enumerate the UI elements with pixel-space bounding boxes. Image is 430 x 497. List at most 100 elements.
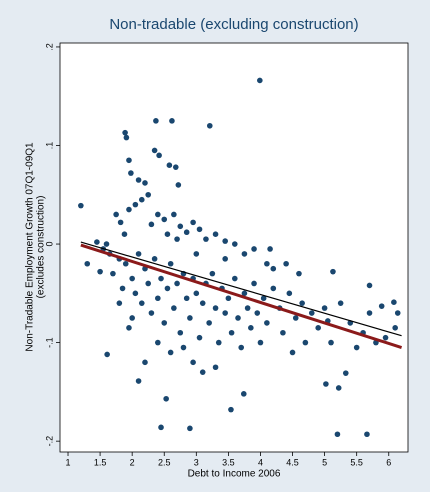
point bbox=[128, 170, 134, 176]
x-tick-label: 3 bbox=[194, 457, 199, 467]
point bbox=[235, 315, 241, 321]
point bbox=[257, 77, 263, 84]
point bbox=[206, 320, 212, 326]
point bbox=[391, 299, 397, 305]
point bbox=[97, 268, 103, 275]
point bbox=[138, 300, 145, 306]
point bbox=[254, 310, 261, 316]
point bbox=[215, 339, 222, 346]
point bbox=[330, 268, 336, 275]
point bbox=[180, 344, 187, 351]
x-tick-label: 1 bbox=[66, 457, 71, 467]
plot-area bbox=[59, 42, 409, 453]
point bbox=[104, 351, 110, 358]
point bbox=[280, 329, 286, 336]
x-tick-label: 3.5 bbox=[222, 457, 235, 467]
point bbox=[119, 285, 126, 292]
y-tick-label: .1 bbox=[44, 142, 54, 150]
x-tick-label: 2 bbox=[130, 457, 135, 467]
point bbox=[366, 310, 373, 316]
point bbox=[190, 219, 196, 226]
point bbox=[212, 231, 219, 237]
point bbox=[302, 339, 309, 346]
point bbox=[296, 270, 302, 277]
point bbox=[264, 260, 270, 267]
point bbox=[328, 339, 334, 346]
point bbox=[283, 260, 289, 267]
y-tick-label: 0 bbox=[44, 242, 54, 247]
point bbox=[323, 381, 329, 387]
point bbox=[164, 231, 171, 237]
point bbox=[103, 241, 110, 247]
point bbox=[187, 315, 193, 321]
point bbox=[135, 251, 142, 257]
point bbox=[241, 251, 248, 257]
point bbox=[167, 349, 174, 356]
x-tick-label: 4 bbox=[258, 457, 263, 467]
point bbox=[196, 334, 203, 341]
point bbox=[199, 369, 206, 375]
point bbox=[142, 359, 148, 366]
point bbox=[172, 164, 179, 170]
point bbox=[126, 206, 132, 213]
point bbox=[196, 226, 203, 233]
point bbox=[212, 305, 219, 311]
point bbox=[166, 162, 173, 169]
point bbox=[292, 315, 299, 321]
point bbox=[153, 118, 159, 124]
point bbox=[228, 329, 235, 336]
point bbox=[334, 431, 341, 438]
point bbox=[145, 280, 152, 287]
point bbox=[222, 238, 228, 244]
point bbox=[241, 290, 248, 297]
point bbox=[135, 177, 142, 183]
point bbox=[286, 290, 293, 297]
point bbox=[270, 285, 277, 292]
point bbox=[267, 246, 273, 252]
point bbox=[129, 315, 135, 321]
point bbox=[138, 196, 145, 203]
point bbox=[155, 295, 161, 302]
point bbox=[84, 260, 91, 267]
point bbox=[392, 325, 398, 331]
point bbox=[364, 431, 370, 438]
point bbox=[121, 231, 128, 237]
point bbox=[122, 129, 128, 136]
point bbox=[177, 329, 184, 336]
y-axis-title: (excludes construction) bbox=[36, 196, 47, 299]
point bbox=[132, 290, 139, 297]
point bbox=[251, 280, 257, 287]
point bbox=[151, 256, 158, 262]
point bbox=[199, 300, 206, 306]
point bbox=[122, 260, 129, 267]
x-tick-label: 2.5 bbox=[158, 457, 171, 467]
point bbox=[161, 320, 168, 326]
x-tick-label: 1.5 bbox=[94, 457, 107, 467]
point bbox=[212, 364, 219, 371]
fit-line bbox=[80, 243, 403, 349]
point bbox=[308, 310, 315, 316]
chart-title: Non-tradable (excluding construction) bbox=[109, 16, 358, 33]
point bbox=[183, 295, 190, 302]
point bbox=[190, 359, 196, 366]
point bbox=[183, 229, 190, 236]
point bbox=[222, 310, 228, 316]
point bbox=[126, 157, 132, 164]
y-tick-label: .2 bbox=[44, 43, 54, 51]
point bbox=[244, 305, 251, 311]
point bbox=[132, 201, 139, 208]
point bbox=[270, 265, 277, 272]
point bbox=[337, 300, 344, 306]
x-tick-label: 4.5 bbox=[286, 457, 299, 467]
point bbox=[151, 147, 158, 154]
point bbox=[378, 303, 385, 309]
point bbox=[206, 122, 213, 129]
point bbox=[78, 202, 84, 209]
y-tick-label: -.1 bbox=[44, 337, 54, 348]
x-tick-label: 5 bbox=[322, 457, 327, 467]
point bbox=[113, 211, 119, 218]
point bbox=[225, 295, 232, 302]
point bbox=[171, 211, 177, 218]
point bbox=[156, 152, 162, 159]
